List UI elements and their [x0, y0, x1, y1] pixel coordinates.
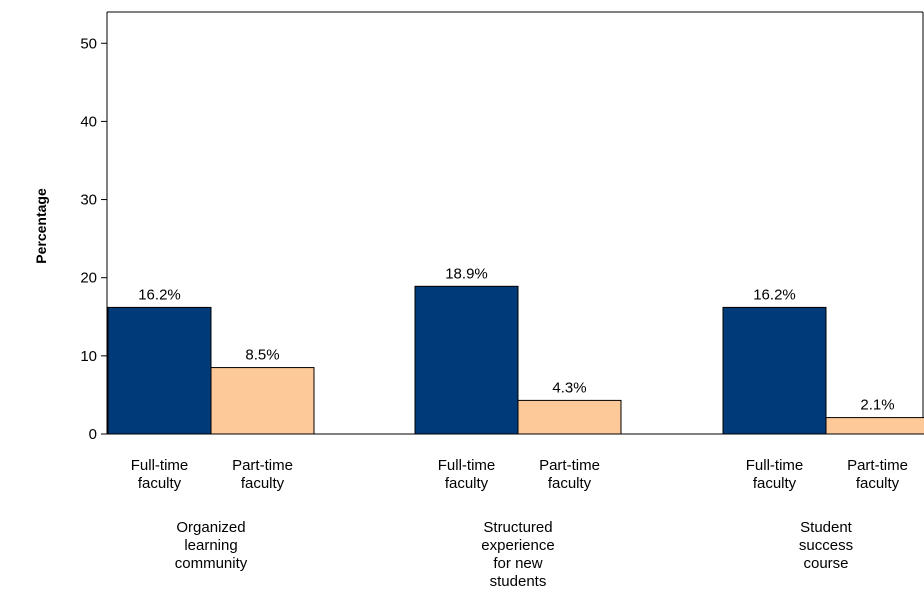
series-tick-label: Part-time [847, 457, 908, 474]
y-tick-label: 50 [80, 35, 97, 52]
y-tick-label: 40 [80, 113, 97, 130]
bar [722, 306, 827, 435]
series-tick-label: Part-time [539, 457, 600, 474]
series-tick-label: Full-time [438, 457, 496, 474]
series-tick-label: faculty [753, 475, 797, 492]
y-tick-label: 10 [80, 348, 97, 365]
bar-value-label: 2.1% [860, 397, 894, 414]
labels: 16.2%Full-timefaculty8.5%Part-timefacult… [131, 265, 908, 590]
bar-value-label: 16.2% [138, 286, 181, 303]
category-label: course [803, 555, 848, 572]
series-tick-label: faculty [856, 475, 900, 492]
category-label: success [799, 537, 853, 554]
category-label: Structured [483, 519, 552, 536]
category-label: Organized [176, 519, 245, 536]
y-axis-title: Percentage [33, 188, 49, 264]
category-label: for new [493, 555, 542, 572]
series-tick-label: faculty [138, 475, 182, 492]
category-label: experience [481, 537, 554, 554]
y-tick-label: 0 [89, 426, 97, 443]
bar-value-label: 16.2% [753, 286, 796, 303]
category-label: community [175, 555, 248, 572]
bar [210, 367, 315, 435]
series-tick-label: faculty [445, 475, 489, 492]
bar-value-label: 18.9% [445, 265, 488, 282]
series-tick-label: Full-time [746, 457, 804, 474]
bar [414, 285, 519, 435]
series-tick-label: Part-time [232, 457, 293, 474]
series-tick-label: Full-time [131, 457, 189, 474]
bar [107, 306, 212, 435]
bars [107, 285, 924, 435]
series-tick-label: faculty [241, 475, 285, 492]
y-tick-label: 30 [80, 192, 97, 209]
bar-value-label: 4.3% [552, 379, 586, 396]
category-label: Student [800, 519, 853, 536]
series-tick-label: faculty [548, 475, 592, 492]
category-label: learning [184, 537, 237, 554]
bar-value-label: 8.5% [245, 347, 279, 364]
bar [517, 399, 622, 435]
bar [825, 417, 924, 435]
category-label: students [490, 573, 547, 590]
y-tick-label: 20 [80, 270, 97, 287]
